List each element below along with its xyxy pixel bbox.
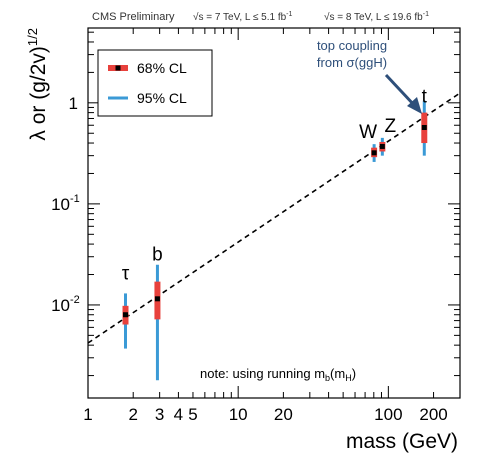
- y-tick-label: 10: [51, 296, 70, 315]
- point-label-t: t: [422, 87, 428, 108]
- annotation-note: note: using running mb(mH): [200, 366, 356, 383]
- annotation-top-coupling-line1: top coupling: [317, 38, 387, 53]
- point-labels: τ b W Zt: [122, 87, 428, 285]
- header-energy-7tev: √s = 7 TeV, L ≤ 5.1 fb-1: [193, 11, 293, 23]
- point-label-w: W: [359, 122, 377, 143]
- sm-prediction-line: [87, 92, 461, 344]
- header-energy-8tev: √s = 8 TeV, L ≤ 19.6 fb-1: [324, 11, 429, 23]
- y-axis-title-sup: 1/2: [25, 28, 40, 46]
- point-label-z: Z: [385, 116, 397, 137]
- plot-frame: [87, 27, 461, 399]
- x-tick-label: 20: [274, 405, 293, 424]
- x-tick-label: 5: [188, 405, 197, 424]
- point-label-tau: τ: [122, 263, 130, 284]
- legend-swatch-68-marker: [115, 65, 121, 71]
- x-tick-label: 200: [419, 405, 447, 424]
- marker-tau: [122, 312, 128, 318]
- header-energy-7tev-text: √s = 7 TeV, L ≤ 5.1 fb: [193, 11, 287, 23]
- point-label-b: b: [152, 245, 163, 266]
- y-tick-labels: 110-110-2: [51, 94, 80, 315]
- x-tick-label: 2: [128, 405, 137, 424]
- y-tick-label-exponent: -2: [70, 294, 80, 306]
- header-energy-8tev-sup: -1: [423, 11, 429, 18]
- axis-ticks: [87, 28, 461, 398]
- note-sub-h: H: [345, 373, 352, 383]
- annotation-arrow-head: [407, 97, 422, 114]
- data-points: [122, 100, 428, 381]
- y-tick-label-exponent: -1: [70, 193, 80, 205]
- x-tick-label: 1: [83, 405, 92, 424]
- y-tick-label: 10: [51, 195, 70, 214]
- x-tick-label: 3: [155, 405, 164, 424]
- marker-t: [421, 124, 427, 130]
- x-tick-label: 100: [374, 405, 402, 424]
- x-tick-label: 10: [229, 405, 248, 424]
- y-axis-title-main: λ or (g/2v): [27, 46, 50, 141]
- header-energy-7tev-sup: -1: [286, 11, 292, 18]
- x-axis-title: mass (GeV): [346, 430, 458, 453]
- header-energy-8tev-text: √s = 8 TeV, L ≤ 19.6 fb: [324, 11, 423, 23]
- note-sub-b: b: [325, 373, 330, 383]
- note-text-mid: (m: [330, 366, 345, 381]
- legend-box: [97, 49, 213, 117]
- x-tick-label: 4: [174, 405, 183, 424]
- annotation-arrow-shaft: [384, 73, 417, 108]
- legend-label-95: 95% CL: [137, 90, 187, 106]
- legend-label-68: 68% CL: [137, 60, 187, 76]
- y-tick-label: 1: [69, 94, 78, 113]
- marker-w: [371, 150, 377, 156]
- marker-z: [379, 143, 385, 149]
- x-tick-labels: 1 2 3 4 5 10 20 100 200: [83, 405, 447, 424]
- y-axis-title: λ or (g/2v)1/2: [25, 28, 50, 141]
- sm-prediction-line-path: [87, 92, 461, 344]
- note-text-post: ): [352, 366, 356, 381]
- annotation-top-coupling-line2: from σ(ggH): [317, 55, 387, 70]
- note-text-pre: note: using running m: [200, 366, 325, 381]
- header-cms-label: CMS Preliminary: [92, 11, 175, 23]
- marker-b: [154, 296, 160, 302]
- legend: 68% CL 95% CL: [97, 49, 213, 117]
